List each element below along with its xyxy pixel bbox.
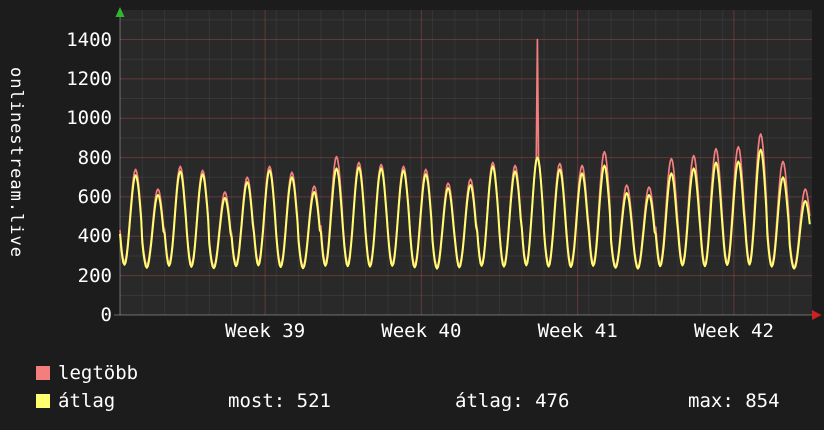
y-tick-label-1200: 1200 [66, 67, 112, 90]
stat-most: most: 521 [228, 390, 331, 412]
x-axis-arrow-icon [812, 310, 822, 320]
y-tick-label-200: 200 [77, 264, 112, 287]
plot-background [120, 10, 812, 315]
y-tick-label-1000: 1000 [66, 107, 112, 130]
y-tick-label-800: 800 [77, 146, 112, 169]
stat-atlag: átlag: 476 [455, 390, 570, 412]
x-tick-label-2: Week 40 [381, 320, 462, 342]
y-tick-label-400: 400 [77, 225, 112, 248]
x-tick-label-3: Week 41 [537, 320, 618, 342]
stat-max: max: 854 [688, 390, 780, 412]
legend-label-atlag: átlag [58, 390, 116, 412]
legend-swatch-atlag [36, 394, 50, 408]
legend-swatch-legtobb [36, 366, 50, 380]
y-tick-label-600: 600 [77, 185, 112, 208]
y-tick-label-1400: 1400 [66, 28, 112, 51]
x-tick-label-1: Week 39 [225, 320, 306, 342]
y-axis-title: onlinestream.live [6, 67, 26, 258]
y-tick-label-0: 0 [100, 304, 112, 326]
x-tick-label-4: Week 42 [693, 320, 774, 342]
legend-label-legtobb: legtöbb [58, 362, 139, 384]
series-line-atlag [119, 148, 811, 270]
y-axis-arrow-icon [115, 7, 125, 17]
